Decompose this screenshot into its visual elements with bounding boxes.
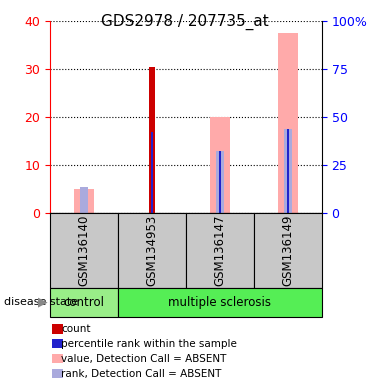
Bar [148,67,155,213]
Text: disease state: disease state [4,297,78,308]
Bar [50,288,118,317]
Text: multiple sclerosis: multiple sclerosis [168,296,272,309]
Bar [118,288,322,317]
Bar [254,213,322,288]
Text: rank, Detection Call = ABSENT: rank, Detection Call = ABSENT [61,369,221,379]
Bar [151,131,153,213]
Text: GSM136149: GSM136149 [282,215,295,286]
Bar [210,117,230,213]
Text: GSM136147: GSM136147 [213,215,226,286]
Bar [74,189,94,213]
Bar [286,129,289,213]
Bar [219,151,221,213]
Text: control: control [63,296,104,309]
Text: GSM134953: GSM134953 [145,215,158,286]
Bar [278,33,298,213]
Text: value, Detection Call = ABSENT: value, Detection Call = ABSENT [61,354,226,364]
Text: percentile rank within the sample: percentile rank within the sample [61,339,237,349]
Text: GDS2978 / 207735_at: GDS2978 / 207735_at [101,13,269,30]
Bar [284,129,292,213]
Text: count: count [61,324,91,334]
Bar [118,213,186,288]
Text: GSM136140: GSM136140 [77,215,90,286]
Bar [216,151,224,213]
Bar [80,187,88,213]
Bar [186,213,254,288]
Text: ▶: ▶ [38,296,47,309]
Bar [50,213,118,288]
